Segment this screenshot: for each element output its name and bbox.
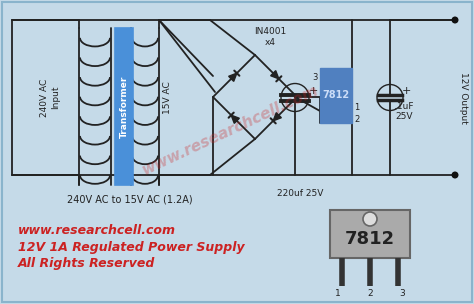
Text: 2: 2 — [367, 289, 373, 299]
Text: 1: 1 — [335, 289, 341, 299]
Bar — [320, 68, 352, 123]
Text: www.researchcell.com: www.researchcell.com — [18, 223, 176, 237]
Circle shape — [452, 16, 458, 23]
Polygon shape — [228, 73, 237, 81]
Circle shape — [363, 212, 377, 226]
Text: 2: 2 — [355, 115, 360, 123]
Text: www.researchcell.com: www.researchcell.com — [139, 82, 321, 178]
Bar — [115, 28, 133, 185]
Text: 240V AC
Input: 240V AC Input — [40, 78, 60, 117]
Polygon shape — [271, 71, 279, 79]
Polygon shape — [273, 112, 282, 121]
Polygon shape — [231, 115, 239, 123]
Text: 240V AC to 15V AC (1.2A): 240V AC to 15V AC (1.2A) — [67, 195, 193, 205]
Text: 3: 3 — [399, 289, 405, 299]
Circle shape — [452, 171, 458, 178]
Text: 12V Output: 12V Output — [459, 71, 468, 123]
Text: 12V 1A Regulated Power Supply: 12V 1A Regulated Power Supply — [18, 240, 245, 254]
Text: All Rights Reserved: All Rights Reserved — [18, 257, 155, 271]
Text: Transformer: Transformer — [119, 75, 128, 138]
Text: 3: 3 — [312, 74, 318, 82]
Text: +: + — [308, 85, 318, 95]
Text: 7812: 7812 — [322, 91, 349, 101]
Text: .1uF
25V: .1uF 25V — [394, 102, 414, 121]
Text: 1: 1 — [355, 103, 360, 112]
Text: 7812: 7812 — [345, 230, 395, 248]
Text: 220uf 25V: 220uf 25V — [277, 188, 323, 198]
Text: IN4001
x4: IN4001 x4 — [254, 27, 286, 47]
Bar — [330, 210, 410, 258]
Text: +: + — [401, 86, 410, 96]
Text: 15V AC: 15V AC — [164, 81, 173, 114]
